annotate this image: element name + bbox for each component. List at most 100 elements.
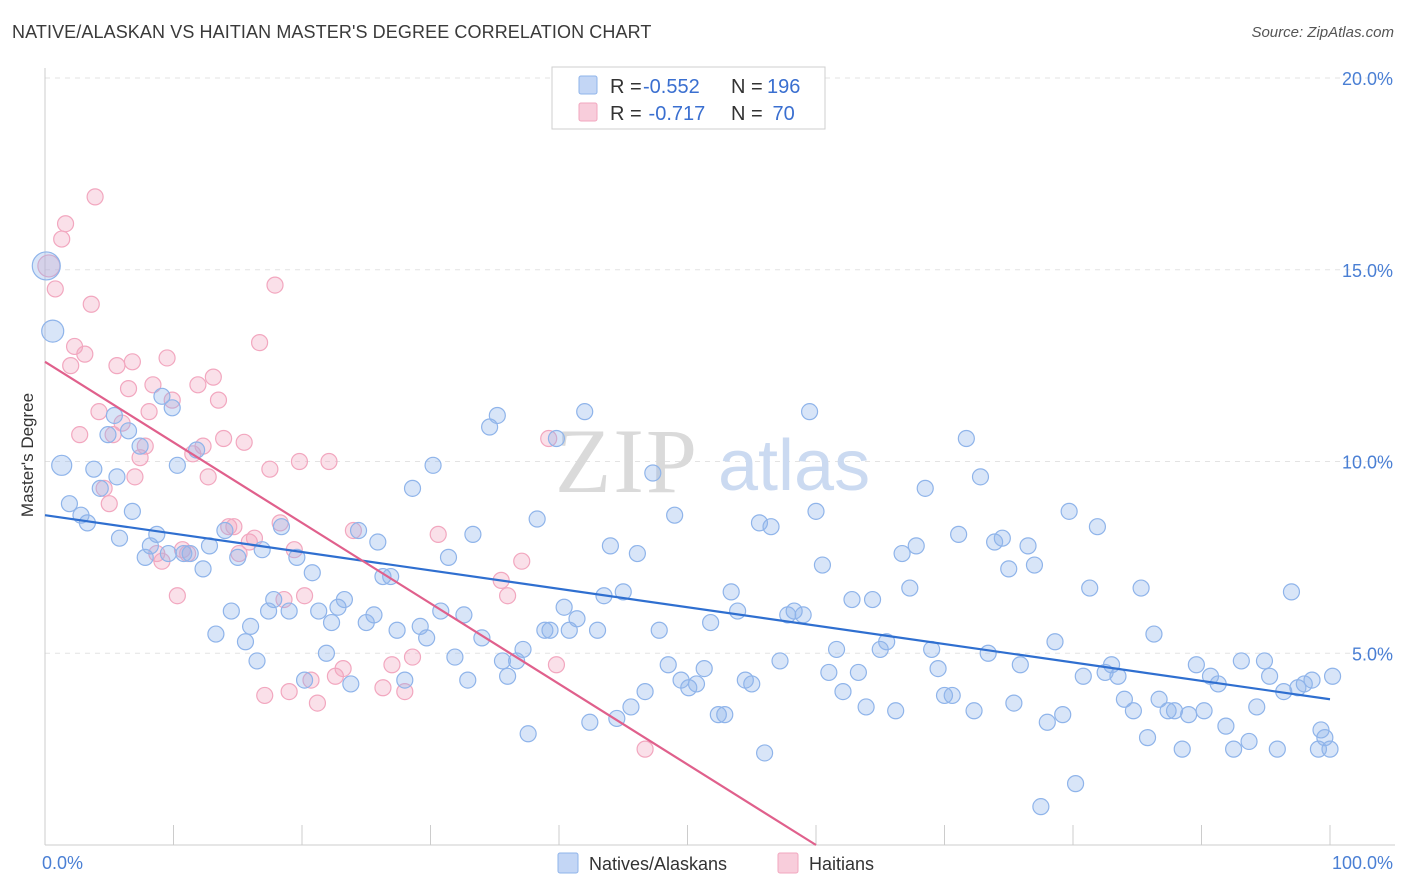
trend-lines: [44, 360, 1331, 846]
natives-point-108: [762, 518, 780, 536]
natives-point-47: [342, 675, 360, 693]
natives-point-159: [1124, 702, 1142, 720]
haitians-point-2: [53, 230, 71, 248]
natives-point-93: [659, 656, 677, 674]
haitians-point-40: [235, 433, 253, 451]
haitians-point-52: [295, 587, 314, 605]
haitians-point-31: [189, 376, 207, 394]
natives-point-166: [1173, 740, 1191, 758]
x-tick-label-0: 0.0%: [42, 853, 83, 873]
natives-point-25: [194, 560, 212, 578]
natives-point-188: [1323, 667, 1342, 685]
legend-swatch-haitians: [578, 102, 598, 122]
natives-point-89: [628, 544, 646, 563]
natives-point-82: [581, 713, 599, 731]
haitians-point-16: [119, 380, 138, 398]
natives-trend-line: [44, 514, 1331, 701]
natives-point-30: [229, 548, 247, 566]
bottom-legend-label-natives: Natives/Alaskans: [589, 854, 727, 874]
natives-point-141: [1000, 560, 1018, 578]
haitians-point-35: [209, 391, 228, 409]
natives-point-83: [588, 621, 607, 639]
natives-point-122: [863, 590, 882, 609]
haitians-trend-line: [44, 360, 817, 846]
haitians-point-43: [250, 334, 269, 352]
natives-point-58: [418, 629, 436, 647]
natives-point-99: [702, 613, 720, 632]
haitians-point-45: [261, 460, 279, 478]
natives-point-87: [614, 583, 632, 601]
natives-point-32: [242, 617, 260, 636]
natives-point-3: [60, 495, 79, 513]
natives-point-125: [887, 702, 905, 720]
haitians-point-9: [86, 188, 104, 206]
natives-point-54: [388, 621, 406, 639]
bottom-legend-swatch-haitians: [777, 852, 799, 874]
y-tick-label-1: 10.0%: [1342, 453, 1393, 473]
haitians-point-69: [636, 740, 654, 758]
natives-point-13: [123, 502, 141, 520]
natives-point-74: [528, 510, 546, 528]
haitians-point-25: [158, 349, 176, 367]
haitians-point-58: [344, 521, 362, 540]
haitians-point-54: [308, 694, 327, 712]
haitians-point-17: [123, 353, 141, 371]
natives-point-55: [396, 671, 414, 689]
natives-point-135: [957, 429, 975, 448]
natives-point-29: [222, 602, 240, 620]
natives-point-100: [709, 706, 727, 724]
natives-point-90: [636, 682, 654, 701]
natives-point-124: [878, 633, 896, 651]
natives-point-80: [568, 610, 586, 628]
haitians-point-4: [62, 357, 80, 375]
natives-point-88: [622, 698, 640, 716]
natives-point-160: [1132, 579, 1150, 597]
haitians-point-55: [320, 452, 338, 471]
natives-point-151: [1066, 775, 1085, 793]
haitians-point-27: [168, 587, 186, 605]
correlation-legend: R = -0.552 N = 196 R = -0.717 N = 70: [551, 66, 826, 130]
haitians-point-66: [513, 552, 531, 570]
haitians-point-21: [140, 403, 158, 421]
haitians-point-8: [82, 295, 100, 313]
natives-point-8: [99, 426, 117, 444]
haitians-point-63: [429, 525, 447, 543]
haitians-point-3: [56, 215, 75, 233]
natives-point-64: [459, 671, 477, 689]
natives-point-62: [446, 648, 464, 666]
natives-point-41: [303, 564, 321, 582]
haitians-point-12: [100, 495, 118, 513]
natives-point-61: [439, 548, 458, 566]
natives-point-145: [1025, 556, 1044, 574]
natives-point-144: [1019, 537, 1037, 555]
natives-point-85: [601, 537, 620, 555]
natives-point-169: [1195, 702, 1213, 720]
haitians-point-44: [256, 686, 274, 705]
haitians-point-22: [144, 376, 162, 394]
watermark-zip: ZIP: [555, 410, 699, 512]
natives-point-129: [916, 479, 934, 497]
haitians-point-51: [290, 452, 309, 471]
natives-point-11: [110, 529, 129, 547]
haitians-point-1: [46, 280, 64, 298]
y-tick-label-3: 20.0%: [1342, 69, 1393, 89]
natives-point-38: [280, 602, 298, 620]
legend-r-label-natives: R =: [610, 76, 642, 98]
natives-point-131: [929, 659, 947, 678]
natives-point-118: [834, 682, 852, 701]
natives-point-127: [901, 579, 919, 597]
series-legend: Natives/Alaskans Haitians: [557, 852, 874, 874]
natives-point-189: [1312, 721, 1330, 739]
natives-point-76: [541, 621, 559, 639]
natives-point-1: [41, 319, 65, 343]
haitians-point-7: [76, 345, 94, 363]
axes: [44, 68, 1395, 846]
natives-point-150: [1060, 502, 1078, 520]
natives-point-113: [800, 403, 819, 421]
natives-point-148: [1046, 633, 1064, 651]
natives-point-134: [950, 525, 968, 543]
haitians-point-62: [403, 648, 422, 666]
legend-n-value-haitians: 70: [767, 103, 795, 125]
y-tick-label-2: 15.0%: [1342, 261, 1393, 281]
natives-point-115: [813, 556, 832, 574]
